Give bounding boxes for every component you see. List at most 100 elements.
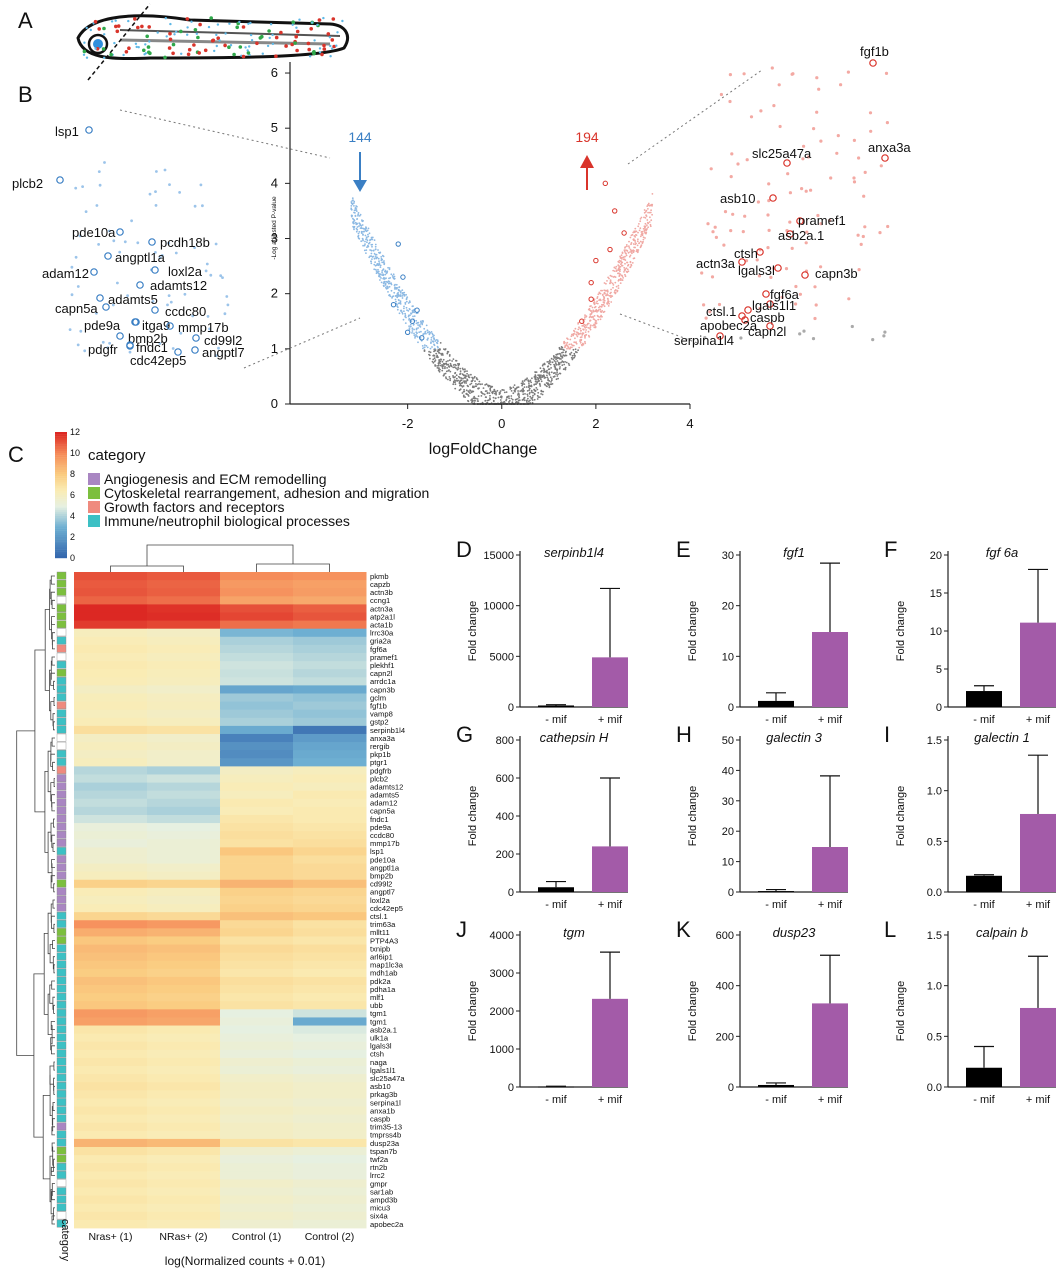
volcano-point xyxy=(403,295,406,297)
volcano-point xyxy=(434,364,436,366)
category-strip-cell xyxy=(56,1154,67,1163)
volcano-point xyxy=(523,383,526,385)
zoom-right-point xyxy=(790,72,794,76)
volcano-point xyxy=(644,225,647,228)
volcano-y-tick-label: 3 xyxy=(271,231,278,246)
volcano-point xyxy=(463,388,465,391)
zoom-left-highlight xyxy=(192,334,200,342)
volcano-point xyxy=(372,249,375,252)
volcano-point xyxy=(392,273,395,276)
volcano-point xyxy=(618,265,620,267)
fish-cell-dot xyxy=(213,49,216,53)
volcano-point xyxy=(645,231,648,234)
heatmap-row-label: ulk1a xyxy=(370,1034,389,1043)
volcano-point xyxy=(473,395,476,398)
volcano-point xyxy=(595,308,598,311)
volcano-point xyxy=(351,197,354,200)
volcano-point xyxy=(557,361,560,364)
heatmap-row-label: gria2a xyxy=(370,637,392,646)
heatmap-cell xyxy=(147,1203,221,1213)
volcano-point xyxy=(585,326,588,328)
volcano-point xyxy=(367,245,370,248)
volcano-point xyxy=(602,298,605,301)
color-scale-step xyxy=(55,463,67,466)
heatmap-cell xyxy=(293,1074,367,1083)
volcano-point xyxy=(526,395,529,397)
volcano-point xyxy=(575,333,577,336)
volcano-point xyxy=(624,262,626,265)
volcano-point xyxy=(571,346,573,349)
fish-cell-dot xyxy=(85,26,88,30)
bar-minus-mif xyxy=(538,1086,574,1088)
zoom-right-point xyxy=(885,121,890,125)
volcano-point xyxy=(541,393,544,396)
volcano-point xyxy=(557,363,560,366)
fish-cell-dot xyxy=(267,29,271,33)
zoom-right-point xyxy=(869,129,873,133)
fish-cell-dot xyxy=(142,48,146,53)
volcano-point xyxy=(401,312,404,315)
heatmap-cell xyxy=(147,863,221,873)
heatmap-row-label: arrdc1a xyxy=(370,677,397,686)
fish-cell-dot xyxy=(318,51,322,54)
volcano-point xyxy=(614,267,617,270)
volcano-point xyxy=(626,249,628,252)
color-scale-step xyxy=(55,513,67,517)
fish-cell-dot xyxy=(102,26,106,31)
bar-minus-mif xyxy=(758,700,794,707)
volcano-point xyxy=(382,284,385,287)
volcano-point xyxy=(545,385,548,387)
bar-y-tick-label: 600 xyxy=(496,773,514,785)
heatmap-cell xyxy=(220,879,294,889)
volcano-point xyxy=(589,315,592,317)
bar-y-label: Fold change xyxy=(467,601,479,662)
bar-y-label: Fold change xyxy=(687,786,699,847)
volcano-point xyxy=(437,356,439,358)
heatmap-row-label: capn5a xyxy=(370,807,396,816)
row-dendrogram-branch xyxy=(51,737,55,747)
volcano-y-label: -Log adjusted P-value xyxy=(271,196,278,260)
color-scale-step xyxy=(55,516,67,519)
bar-y-tick-label: 20 xyxy=(930,550,942,562)
volcano-point xyxy=(584,342,587,345)
heatmap-cell xyxy=(147,1033,221,1043)
zoom-left-point xyxy=(155,170,158,173)
heatmap-cell xyxy=(220,1049,294,1059)
zoom-right-point xyxy=(767,228,771,232)
volcano-point xyxy=(645,214,647,217)
volcano-point xyxy=(639,240,642,243)
heatmap-cell xyxy=(220,725,294,735)
volcano-point xyxy=(439,342,442,344)
volcano-point xyxy=(553,360,556,362)
fish-cell-dot xyxy=(246,49,249,52)
volcano-point xyxy=(464,370,466,373)
volcano-point xyxy=(377,264,380,267)
volcano-point xyxy=(379,279,381,281)
fish-cell-dot xyxy=(169,22,172,26)
volcano-point xyxy=(551,378,553,380)
zoom-right-point xyxy=(839,83,843,87)
volcano-point xyxy=(420,321,423,324)
zoom-left-point xyxy=(225,295,229,298)
volcano-point xyxy=(584,327,587,329)
volcano-point xyxy=(445,370,448,373)
bar-category-label: - mif xyxy=(973,1094,995,1106)
volcano-point xyxy=(413,328,415,331)
volcano-point xyxy=(409,314,411,316)
volcano-point xyxy=(446,367,448,369)
heatmap-cell xyxy=(220,1001,294,1010)
zoom-left-point xyxy=(154,251,157,254)
zoom-right-point xyxy=(786,172,790,176)
bar-category-label: + mif xyxy=(818,899,843,911)
volcano-point xyxy=(560,358,562,360)
volcano-point xyxy=(352,222,355,225)
volcano-point xyxy=(366,239,369,242)
volcano-point xyxy=(380,277,382,279)
volcano-point xyxy=(528,389,531,391)
heatmap-cell xyxy=(293,1098,367,1107)
bar-category-label: - mif xyxy=(545,714,567,726)
heatmap-row-label: rtn2b xyxy=(370,1163,387,1172)
heatmap-cell xyxy=(293,1171,367,1180)
volcano-point xyxy=(385,277,387,280)
volcano-point xyxy=(608,302,610,305)
